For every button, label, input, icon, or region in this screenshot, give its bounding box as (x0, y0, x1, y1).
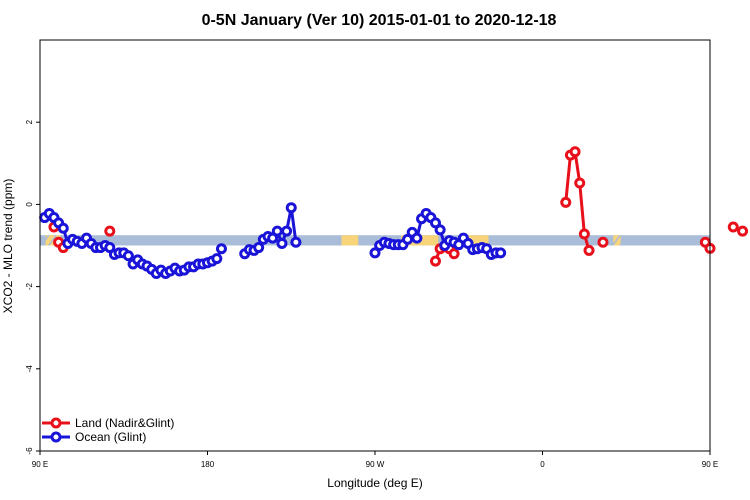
ocean-point (429, 217, 441, 229)
land-point (429, 255, 441, 267)
band-land-segment (45, 235, 61, 246)
chart-title: 0-5N January (Ver 10) 2015-01-01 to 2020… (202, 12, 557, 29)
land-point (737, 225, 749, 237)
land-point (597, 236, 609, 248)
ocean-point (211, 253, 223, 265)
land-point (578, 228, 590, 240)
x-tick-label: 0 (540, 460, 545, 469)
land-point (569, 146, 581, 158)
ocean-point (57, 222, 69, 234)
x-tick-label: 90 W (366, 460, 385, 469)
y-tick-label: -4 (25, 365, 34, 373)
x-tick-label: 180 (201, 460, 215, 469)
x-tick-label: 90 E (702, 460, 718, 469)
land-point (583, 244, 595, 256)
ocean-point (215, 243, 227, 255)
ocean-point (369, 247, 381, 259)
band-ocean (40, 235, 710, 246)
x-tick-label: 90 E (32, 460, 48, 469)
ocean-point (104, 242, 116, 254)
ocean-point (495, 247, 507, 259)
ocean-point (285, 202, 297, 214)
ocean-point (253, 242, 265, 254)
band-land-segment (462, 235, 489, 246)
ocean-point (276, 237, 288, 249)
series-layer (39, 146, 749, 279)
x-axis-label: Longitude (deg E) (327, 476, 422, 490)
land-point (560, 196, 572, 208)
x-axis: 90 E 180 90 W 0 90 E (32, 451, 718, 469)
y-tick-label: -2 (25, 282, 34, 290)
land-point (727, 221, 739, 233)
ocean-point (281, 225, 293, 237)
band-land-segment (341, 235, 359, 246)
land-point (104, 225, 116, 237)
legend-ocean-label: Ocean (Glint) (75, 430, 146, 444)
legend-land-label: Land (Nadir&Glint) (75, 416, 174, 430)
legend: Land (Nadir&Glint) Ocean (Glint) (42, 416, 174, 444)
ocean-point (290, 236, 302, 248)
ocean-point (271, 225, 283, 237)
band-land-segment (613, 235, 621, 246)
legend-land-marker (50, 417, 62, 429)
legend-ocean-marker (50, 431, 62, 443)
y-axis: -6 -4 -2 0 2 (25, 119, 40, 455)
ocean-point (411, 232, 423, 244)
ocean-point (434, 224, 446, 236)
y-axis-label: XCO2 - MLO trend (ppm) (1, 179, 15, 314)
land-point (574, 177, 586, 189)
y-tick-label: 0 (25, 202, 34, 207)
land-point (448, 248, 460, 260)
y-tick-label: 2 (25, 119, 34, 124)
y-tick-label: -6 (25, 447, 34, 455)
ocean-point (122, 250, 134, 262)
ocean-point (267, 232, 279, 244)
